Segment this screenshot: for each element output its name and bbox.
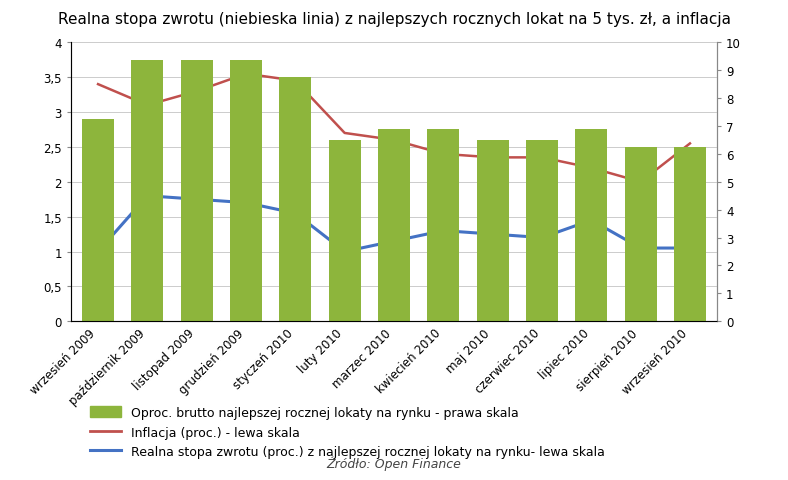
Bar — [329, 141, 361, 322]
Bar — [132, 60, 163, 322]
Bar — [674, 148, 706, 322]
Bar — [279, 78, 311, 322]
Bar — [82, 120, 114, 322]
Bar — [625, 148, 656, 322]
Text: Źródło: Open Finance: Źródło: Open Finance — [326, 456, 462, 470]
Bar — [526, 141, 558, 322]
Bar — [477, 141, 509, 322]
Bar — [575, 130, 608, 322]
Bar — [230, 60, 262, 322]
Bar — [427, 130, 459, 322]
Legend: Oproc. brutto najlepszej rocznej lokaty na rynku - prawa skala, Inflacja (proc.): Oproc. brutto najlepszej rocznej lokaty … — [90, 406, 605, 458]
Bar — [378, 130, 410, 322]
Text: Realna stopa zwrotu (niebieska linia) z najlepszych rocznych lokat na 5 tys. zł,: Realna stopa zwrotu (niebieska linia) z … — [58, 12, 730, 27]
Bar — [180, 60, 213, 322]
